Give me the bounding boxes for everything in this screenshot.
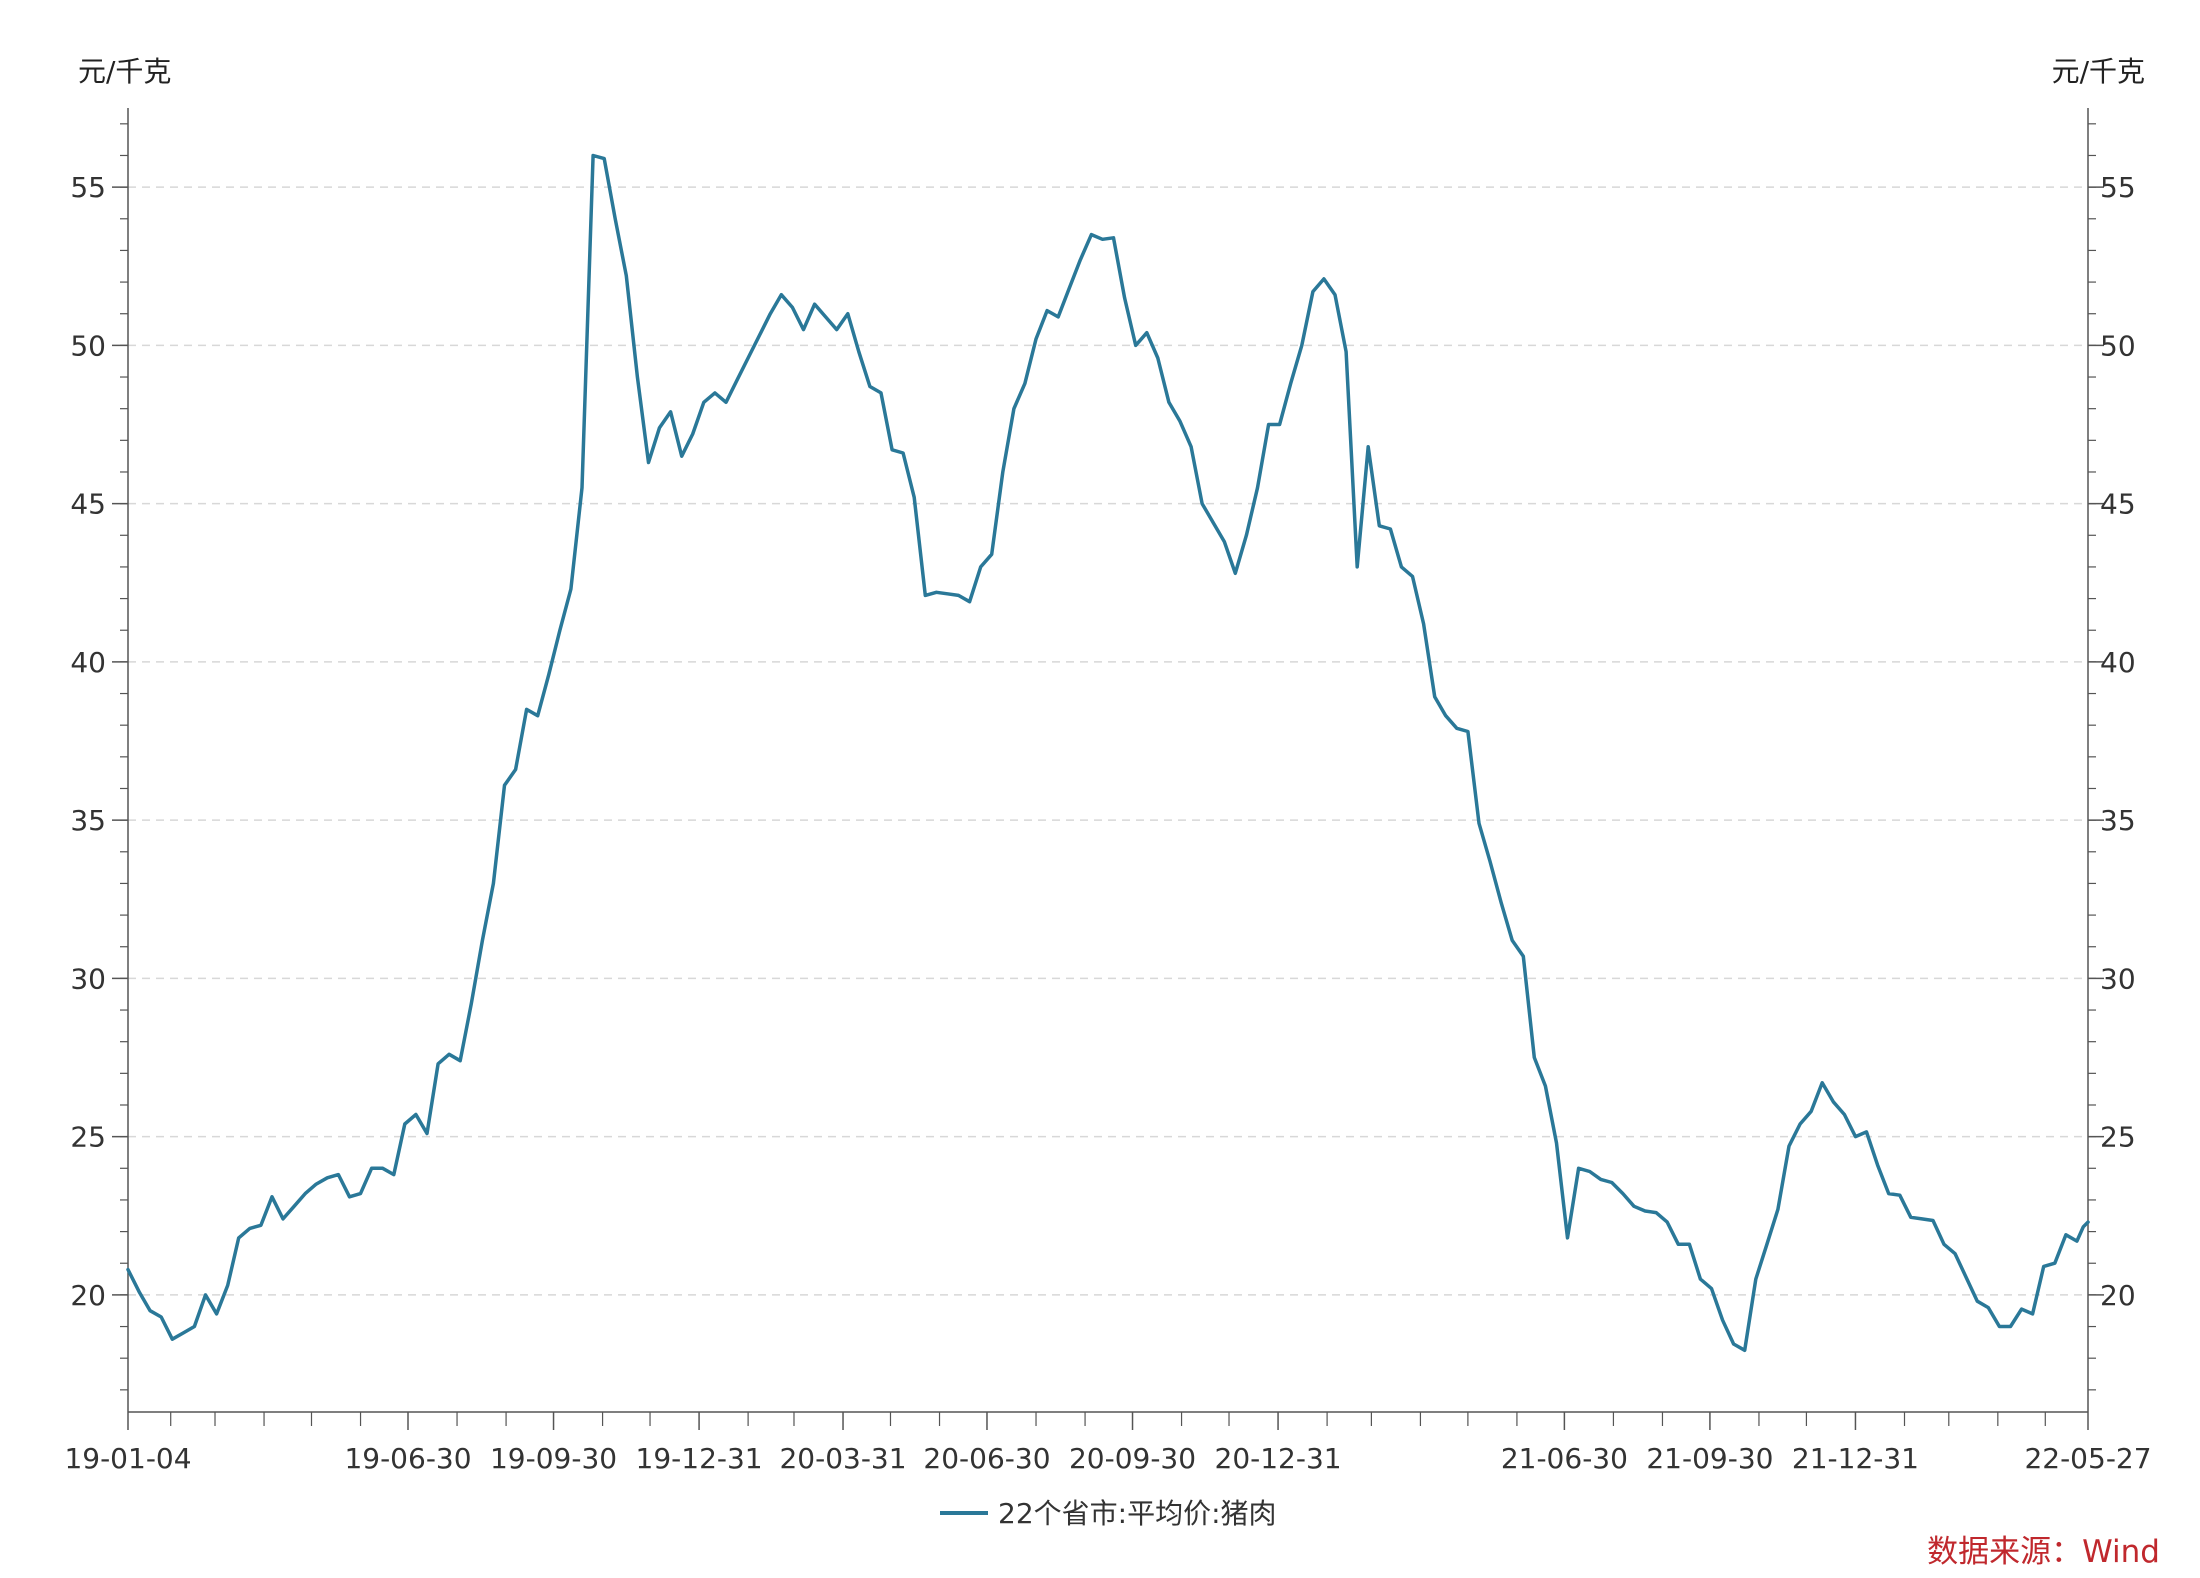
x-tick-label: 19-06-30 [344,1442,471,1475]
source-note: 数据来源：Wind [1927,1534,2160,1570]
y-tick-label-left: 25 [70,1121,106,1154]
y-tick-label-left: 35 [70,804,106,837]
y-tick-label-right: 55 [2100,171,2136,204]
series-line [126,153,2090,1353]
series-layer [126,153,2090,1353]
x-axis-ticks: 19-01-04 19-06-30 19-09-30 19-12-31 20-03-31… [64,1412,2152,1475]
y-axis-left-ticks: 20 25 30 35 40 45 50 55 [70,123,128,1391]
y-tick-label-right: 45 [2100,488,2136,521]
x-tick-label: 19-01-04 [64,1442,191,1475]
legend-label: 22个省市:平均价:猪肉 [998,1497,1277,1530]
x-tick-label: 20-06-30 [923,1442,1050,1475]
y-tick-label-left: 40 [70,646,106,679]
y-tick-label-left: 30 [70,962,106,995]
x-tick-label: 20-12-31 [1215,1442,1342,1475]
x-tick-label: 21-06-30 [1501,1442,1628,1475]
y-axis-left-unit: 元/千克 [78,55,171,88]
y-tick-label-right: 40 [2100,646,2136,679]
y-tick-label-right: 25 [2100,1121,2136,1154]
x-tick-label: 20-03-31 [779,1442,906,1475]
y-axis-right-ticks: 20 25 30 35 40 45 50 55 [2088,123,2136,1391]
y-tick-label-left: 50 [70,329,106,362]
y-tick-label-right: 35 [2100,804,2136,837]
gridlines [128,186,2088,1296]
x-tick-label: 22-05-27 [2024,1442,2151,1475]
x-tick-label: 21-09-30 [1646,1442,1773,1475]
y-tick-label-right: 50 [2100,329,2136,362]
y-tick-label-left: 20 [70,1279,106,1312]
legend: 22个省市:平均价:猪肉 [940,1497,1277,1530]
y-tick-label-left: 45 [70,488,106,521]
y-axis-right-unit: 元/千克 [2052,55,2145,88]
x-tick-label: 19-12-31 [636,1442,763,1475]
y-tick-label-right: 20 [2100,1279,2136,1312]
x-tick-label: 21-12-31 [1792,1442,1919,1475]
y-tick-label-right: 30 [2100,962,2136,995]
x-tick-label: 19-09-30 [490,1442,617,1475]
y-tick-label-left: 55 [70,171,106,204]
axes [127,108,2089,1413]
x-tick-label: 20-09-30 [1069,1442,1196,1475]
